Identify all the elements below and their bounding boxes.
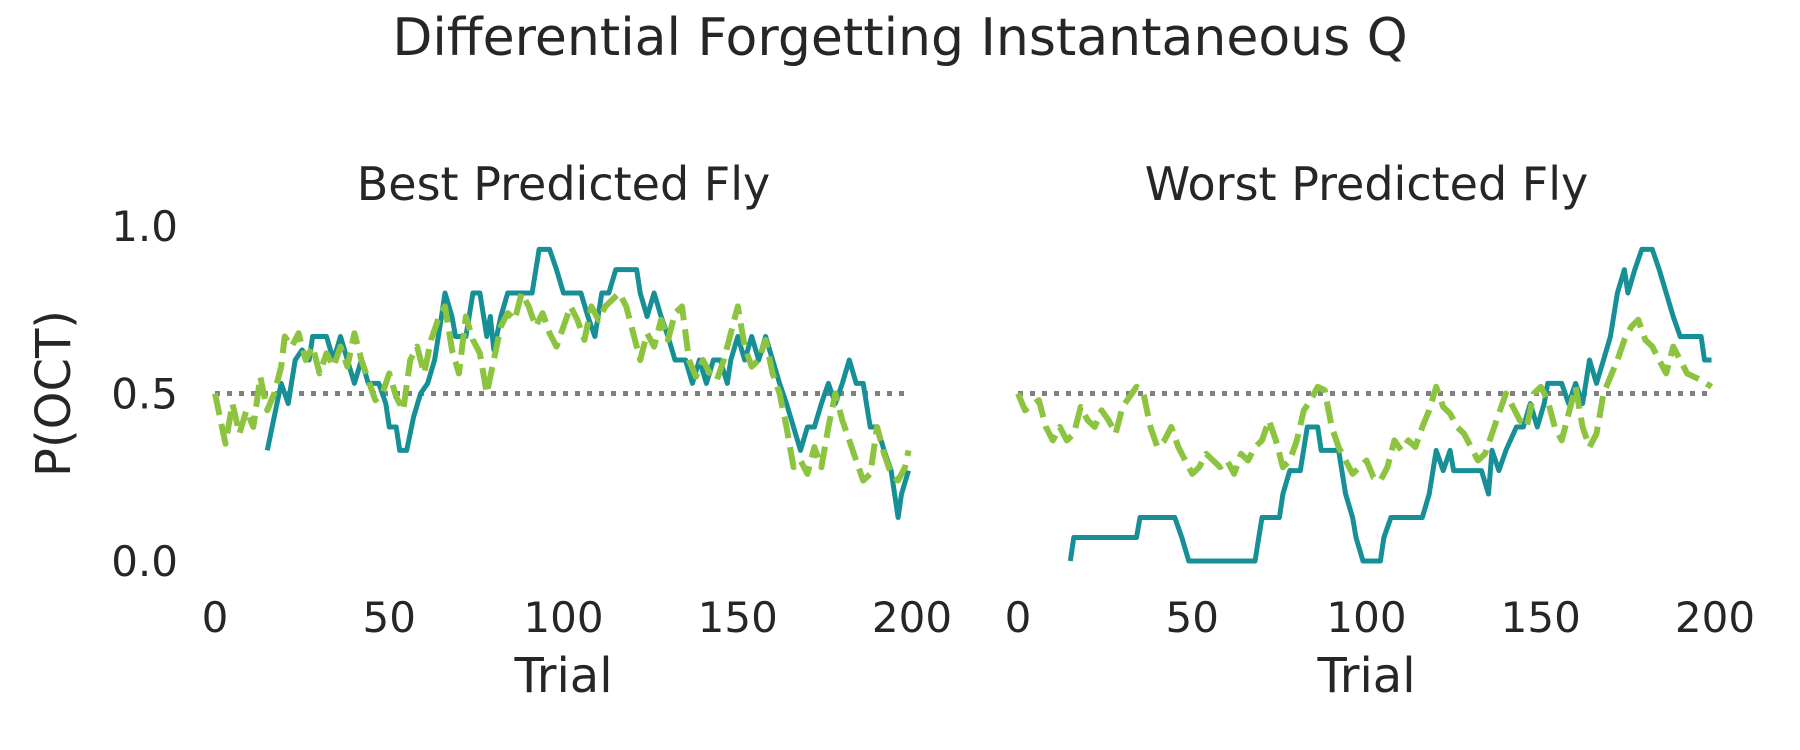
x-axis-label: Trial [1316, 648, 1415, 704]
panel-title: Best Predicted Fly [357, 157, 771, 211]
x-tick-label: 0 [1005, 593, 1032, 642]
observed-series-line [264, 246, 911, 520]
panel-2: Worst Predicted Fly 0 50 100 150 200 Trial [1005, 157, 1755, 704]
observed-series-line [1067, 246, 1712, 564]
x-tick-label: 50 [363, 593, 416, 642]
x-tick-label: 200 [1675, 593, 1755, 642]
y-tick-label: 0.0 [111, 537, 178, 586]
panel-title: Worst Predicted Fly [1145, 157, 1589, 211]
y-axis-label: P(OCT) [26, 310, 82, 477]
x-tick-label: 50 [1166, 593, 1219, 642]
x-tick-label: 0 [202, 593, 229, 642]
predicted-series-line [212, 290, 912, 484]
figure-title: Differential Forgetting Instantaneous Q [392, 8, 1408, 68]
x-axis-label: Trial [513, 648, 612, 704]
x-tick-label: 100 [1326, 593, 1406, 642]
x-tick-label: 200 [872, 593, 952, 642]
x-tick-label: 150 [1501, 593, 1581, 642]
x-tick-label: 100 [523, 593, 603, 642]
y-tick-label: 1.0 [111, 202, 178, 251]
x-tick-label: 150 [698, 593, 778, 642]
panel-1: Best Predicted Fly 0 50 100 150 200 0.0 0.5 1.0 T… [26, 157, 952, 704]
predicted-series-line [1015, 316, 1714, 484]
y-tick-label: 0.5 [111, 370, 178, 419]
